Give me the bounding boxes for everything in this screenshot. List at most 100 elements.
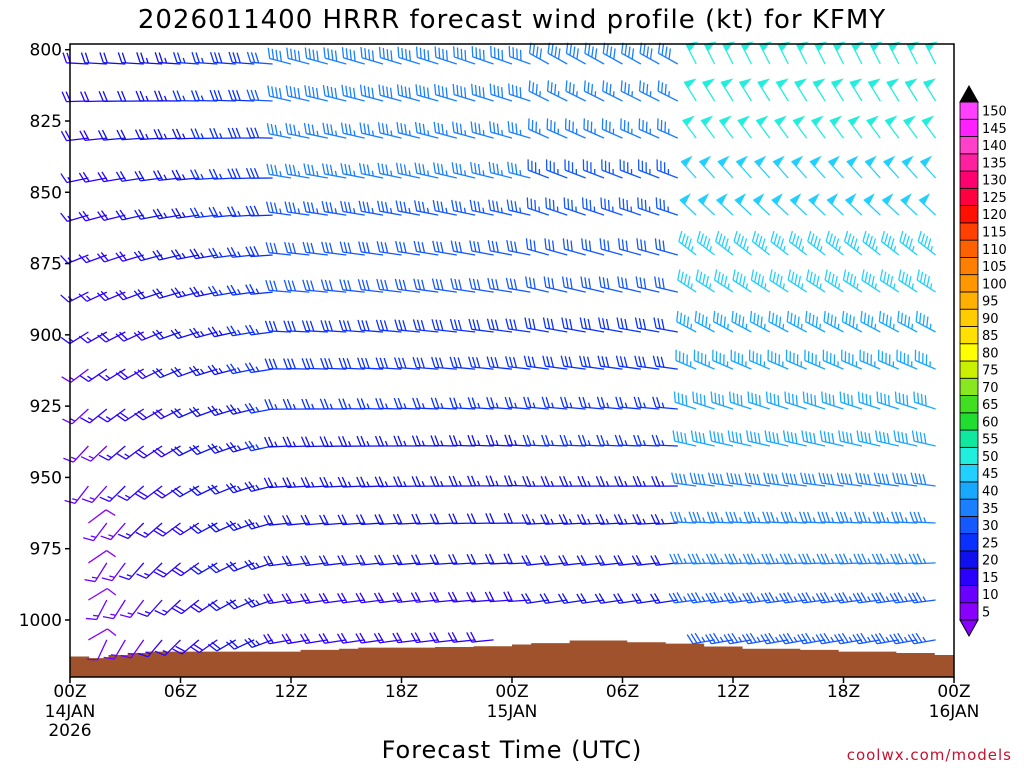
wind-barb (698, 155, 716, 179)
wind-barb (710, 391, 734, 410)
wind-barb (209, 51, 236, 65)
wind-barb (790, 155, 808, 179)
wind-barb (60, 291, 89, 303)
x-tick-label: 12Z (716, 682, 749, 702)
wind-barb (825, 230, 844, 256)
wind-barb (115, 171, 144, 182)
wind-barb (471, 46, 494, 65)
wind-barb (702, 78, 716, 102)
wind-barb (430, 435, 457, 447)
wind-barb (767, 349, 789, 370)
wind-barb (116, 408, 145, 422)
wind-barb (377, 200, 402, 216)
colorbar-label: 65 (982, 398, 999, 413)
wind-barb (226, 363, 255, 375)
wind-barb (730, 349, 752, 370)
wind-barb (615, 396, 641, 410)
wind-barb (582, 159, 605, 179)
wind-barb (654, 238, 678, 256)
wind-barb (208, 247, 236, 259)
wind-barb (650, 513, 678, 525)
wind-barb (397, 46, 421, 65)
wind-barb (378, 46, 402, 65)
wind-barb (447, 631, 476, 643)
wind-barb (133, 250, 163, 262)
wind-barb (907, 592, 936, 604)
wind-barb (826, 193, 844, 216)
wind-barb (505, 318, 531, 333)
wind-barb (688, 511, 715, 524)
wind-barb (136, 52, 163, 65)
wind-barb (543, 276, 568, 293)
wind-barb (601, 159, 623, 179)
wind-barb (135, 90, 163, 102)
wind-barb (284, 163, 310, 179)
wind-barb (246, 127, 273, 139)
wind-barb (410, 632, 439, 644)
colorbar-label: 85 (982, 329, 999, 344)
wind-barb (613, 593, 641, 604)
wind-barb (191, 52, 218, 65)
wind-barb (521, 554, 549, 566)
wind-barb (64, 485, 89, 505)
wind-barb (618, 197, 642, 216)
wind-barb (889, 592, 918, 604)
wind-barb (78, 254, 108, 264)
wind-barb (598, 317, 623, 333)
wind-barb (394, 278, 420, 293)
wind-barb (115, 209, 144, 221)
wind-barb (304, 47, 328, 65)
colorbar-label: 5 (982, 605, 990, 620)
wind-barb (579, 317, 605, 333)
wind-barb (434, 84, 457, 102)
wind-barb (806, 269, 826, 293)
wind-barb (528, 80, 550, 102)
wind-barb (189, 639, 218, 654)
wind-barb (921, 115, 937, 139)
wind-barb (772, 155, 789, 179)
wind-barb (99, 52, 126, 65)
wind-barb (207, 364, 236, 376)
wind-barb (652, 355, 678, 370)
x-tick-date: 14JAN (45, 702, 96, 722)
wind-barb (285, 85, 310, 102)
wind-barb (152, 288, 181, 299)
wind-barb (302, 201, 328, 216)
wind-barb (635, 276, 660, 293)
wind-barb (303, 122, 328, 139)
wind-barb (894, 391, 918, 410)
wind-barb (631, 593, 660, 604)
wind-barb (651, 475, 678, 487)
wind-barb (689, 472, 715, 487)
wind-barb (485, 434, 513, 447)
colorbar-label: 40 (982, 485, 999, 500)
wind-barb (506, 199, 531, 216)
wind-barb (771, 193, 789, 216)
colorbar-label: 115 (982, 226, 1007, 241)
wind-barb (81, 485, 108, 504)
wind-barb (715, 230, 734, 256)
colorbar-bottom-arrow (959, 619, 979, 638)
wind-barb (244, 402, 273, 414)
wind-barb (377, 122, 402, 139)
wind-barb (682, 115, 697, 139)
x-tick-date: 15JAN (487, 702, 538, 722)
wind-barb (412, 319, 439, 333)
wind-barb (450, 240, 476, 256)
wind-barb (318, 592, 347, 604)
wind-barb (897, 310, 918, 333)
wind-barb (680, 155, 697, 179)
wind-barb (633, 434, 660, 447)
wind-barb (299, 633, 328, 645)
colorbar-label: 60 (982, 415, 999, 430)
colorbar-label: 10 (982, 588, 999, 603)
wind-barb (723, 632, 752, 645)
wind-barb (392, 592, 420, 604)
wind-barb (207, 285, 236, 297)
x-tick-label: 06Z (606, 682, 639, 702)
wind-barb (854, 511, 881, 524)
wind-barb (319, 398, 347, 410)
wind-barb (246, 51, 273, 65)
wind-barb (225, 561, 255, 572)
